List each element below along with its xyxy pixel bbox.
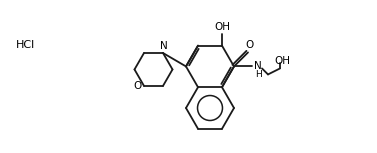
- Text: O: O: [133, 81, 141, 91]
- Text: OH: OH: [274, 56, 290, 66]
- Text: H: H: [254, 70, 261, 79]
- Text: N: N: [160, 41, 168, 51]
- Text: HCl: HCl: [16, 40, 35, 50]
- Text: N: N: [254, 62, 262, 71]
- Text: O: O: [245, 40, 253, 50]
- Text: OH: OH: [214, 22, 230, 32]
